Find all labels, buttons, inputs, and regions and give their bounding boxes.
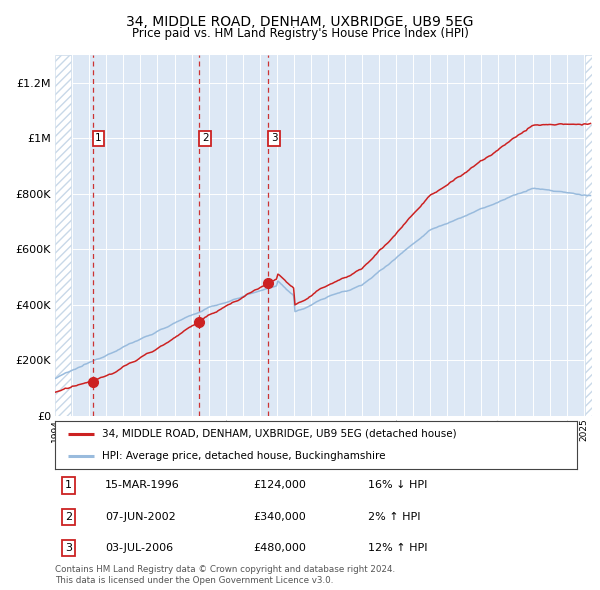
Text: 34, MIDDLE ROAD, DENHAM, UXBRIDGE, UB9 5EG: 34, MIDDLE ROAD, DENHAM, UXBRIDGE, UB9 5… — [126, 15, 474, 29]
Text: 3: 3 — [65, 543, 72, 553]
Text: HPI: Average price, detached house, Buckinghamshire: HPI: Average price, detached house, Buck… — [102, 451, 386, 461]
Text: 2: 2 — [65, 512, 72, 522]
Text: 1: 1 — [95, 133, 102, 143]
Text: 3: 3 — [271, 133, 277, 143]
Text: 12% ↑ HPI: 12% ↑ HPI — [368, 543, 428, 553]
Bar — [55, 55, 71, 416]
Text: £124,000: £124,000 — [254, 480, 307, 490]
Text: 2% ↑ HPI: 2% ↑ HPI — [368, 512, 421, 522]
Text: 03-JUL-2006: 03-JUL-2006 — [105, 543, 173, 553]
Text: 16% ↓ HPI: 16% ↓ HPI — [368, 480, 428, 490]
Text: £480,000: £480,000 — [254, 543, 307, 553]
Text: 15-MAR-1996: 15-MAR-1996 — [105, 480, 179, 490]
Text: This data is licensed under the Open Government Licence v3.0.: This data is licensed under the Open Gov… — [55, 576, 334, 585]
Text: Contains HM Land Registry data © Crown copyright and database right 2024.: Contains HM Land Registry data © Crown c… — [55, 565, 395, 574]
Text: Price paid vs. HM Land Registry's House Price Index (HPI): Price paid vs. HM Land Registry's House … — [131, 27, 469, 40]
Text: 2: 2 — [202, 133, 208, 143]
Text: 34, MIDDLE ROAD, DENHAM, UXBRIDGE, UB9 5EG (detached house): 34, MIDDLE ROAD, DENHAM, UXBRIDGE, UB9 5… — [102, 429, 457, 439]
Bar — [584, 55, 593, 416]
Text: £340,000: £340,000 — [254, 512, 307, 522]
Text: 1: 1 — [65, 480, 72, 490]
Text: 07-JUN-2002: 07-JUN-2002 — [105, 512, 176, 522]
